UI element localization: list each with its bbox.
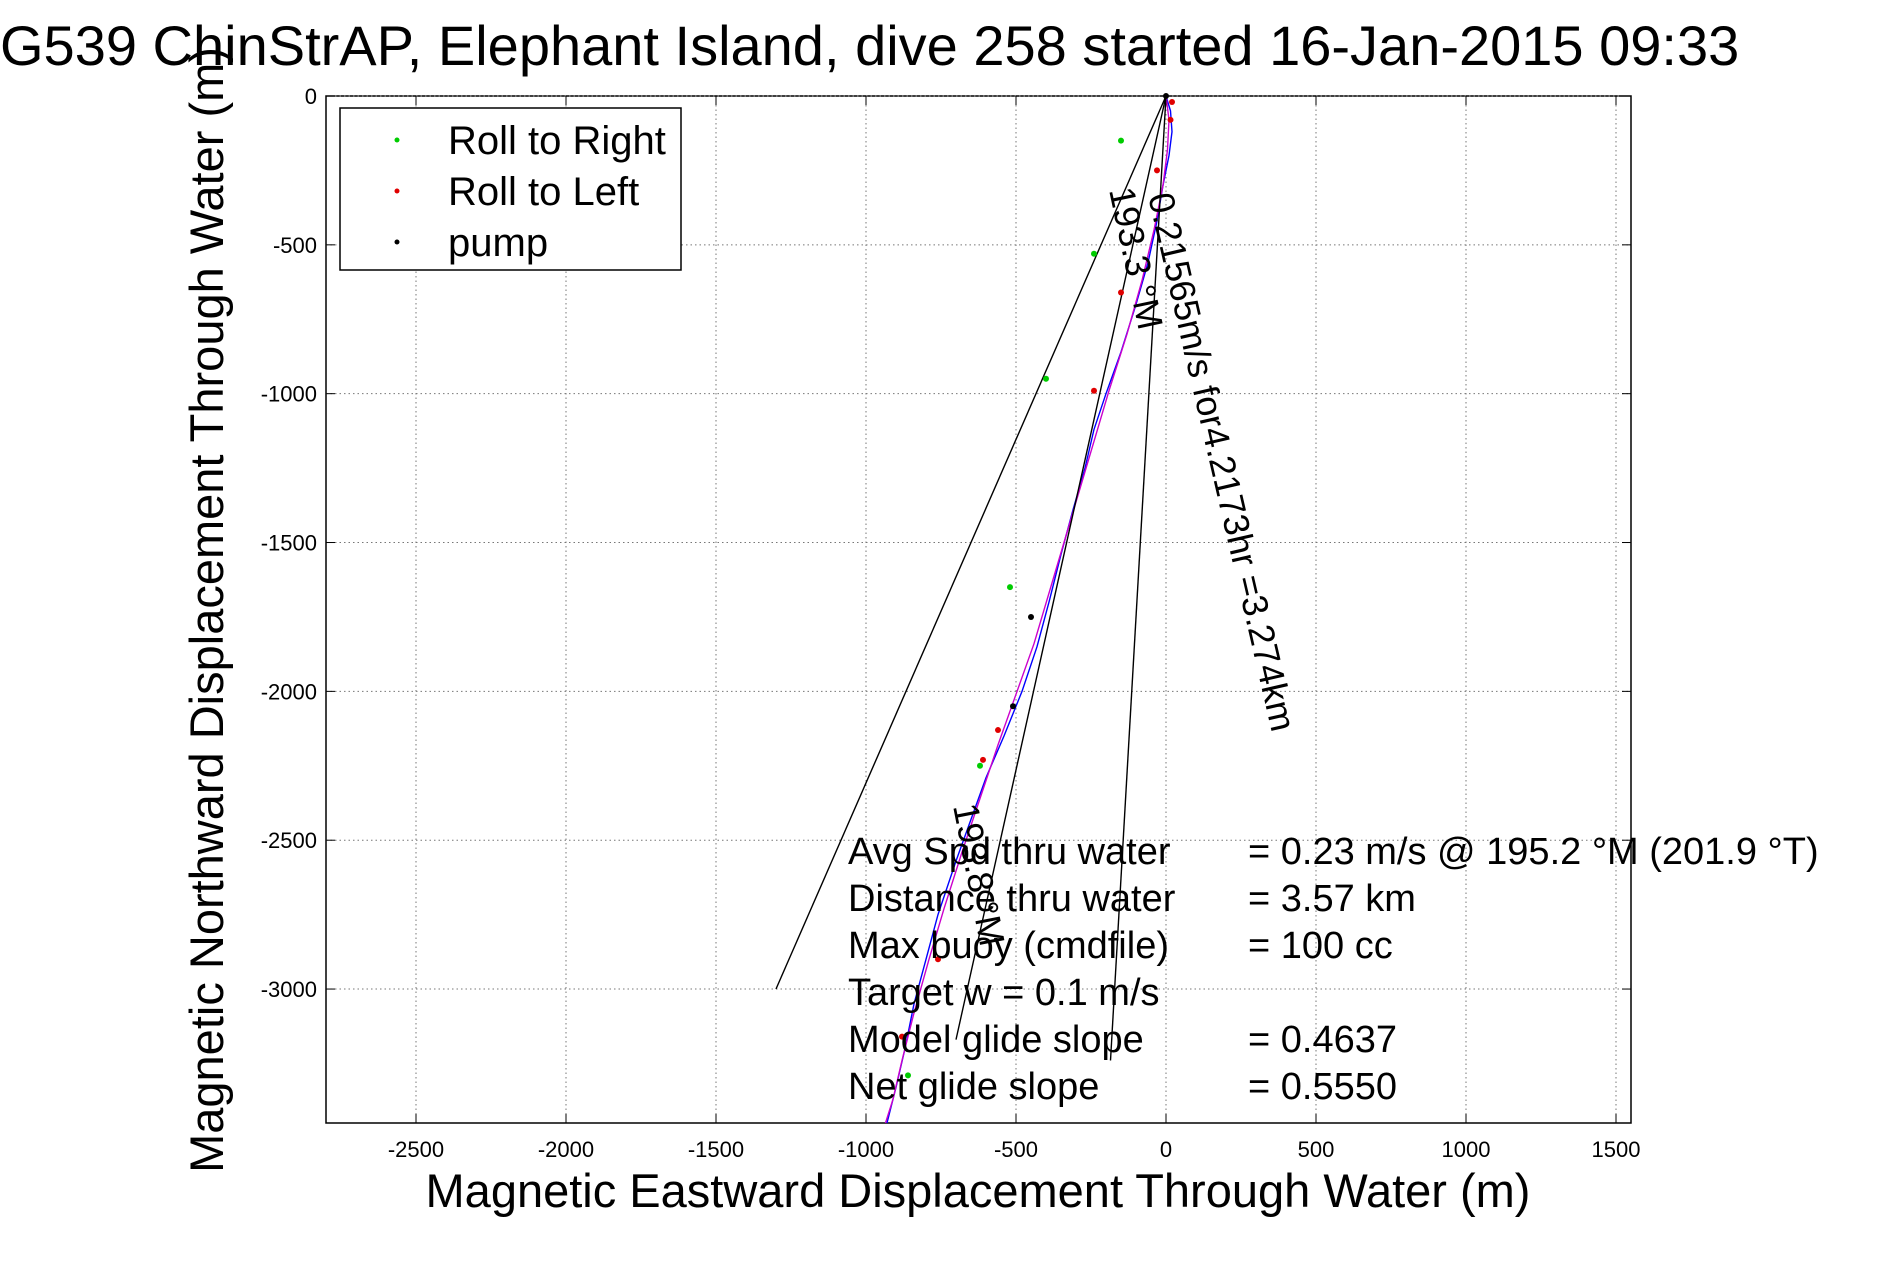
x-tick-label: 1500 [1592, 1137, 1641, 1162]
summary-label: Model glide slope [848, 1019, 1144, 1061]
roll-left-marker [995, 727, 1001, 734]
pump-marker [1163, 93, 1169, 99]
summary-label: Target w = 0.1 m/s [848, 972, 1160, 1014]
series-line-2 [775, 95, 1167, 990]
roll-left-marker [935, 956, 941, 963]
legend-label-roll-left: Roll to Left [448, 170, 639, 214]
roll-left-marker [1091, 387, 1097, 394]
y-tick-labels: 0 -500 -1000 -1500 -2000 -2500 -3000 [261, 84, 317, 1002]
legend-marker-roll-right [394, 137, 400, 143]
pump-marker [1010, 703, 1016, 710]
grid [326, 95, 1631, 1123]
y-axis-label: Magnetic Northward Displacement Through … [180, 47, 233, 1173]
x-axis-label: Magnetic Eastward Displacement Through W… [426, 1164, 1531, 1217]
x-tick-label: -1500 [688, 1137, 744, 1162]
y-tick-label: -500 [273, 233, 317, 258]
x-tick-label: -1000 [838, 1137, 894, 1162]
series-line-4 [955, 95, 1167, 1040]
legend: Roll to Right Roll to Left pump [339, 107, 682, 271]
chart-title: G539 ChinStrAP, Elephant Island, dive 25… [0, 14, 1739, 77]
y-tick-label: -3000 [261, 977, 317, 1002]
summary-value: = 100 cc [1248, 925, 1393, 967]
roll-left-marker [980, 756, 986, 763]
summary-value: = 0.23 m/s @ 195.2 °M (201.9 °T) [1248, 831, 1819, 873]
y-tick-label: -1500 [261, 531, 317, 556]
roll-right-marker [905, 1072, 911, 1079]
summary-value: = 0.4637 [1248, 1019, 1397, 1061]
y-tick-label: -2500 [261, 828, 317, 853]
y-tick-label: -1000 [261, 382, 317, 407]
summary-value: = 3.57 km [1248, 878, 1416, 920]
roll-right-marker [1091, 250, 1097, 257]
roll-left-marker [1169, 98, 1175, 105]
roll-left-marker [1154, 167, 1160, 174]
summary-label: Distance thru water [848, 878, 1176, 920]
x-tick-label: -500 [994, 1137, 1038, 1162]
roll-right-marker [977, 762, 983, 769]
legend-marker-pump [394, 239, 400, 245]
x-tick-label: 0 [1160, 1137, 1172, 1162]
roll-left-marker [899, 1033, 905, 1040]
series-line-3 [1109, 95, 1167, 1061]
x-tick-labels: -2500 -2000 -1500 -1000 -500 0 500 1000 1500 [388, 1137, 1641, 1162]
x-tick-label: 500 [1298, 1137, 1335, 1162]
series-line-1 [884, 95, 1170, 1124]
legend-marker-roll-left [394, 188, 400, 194]
x-tick-label: -2000 [538, 1137, 594, 1162]
roll-left-marker [1167, 116, 1174, 123]
roll-right-marker [1043, 375, 1049, 382]
y-tick-label: 0 [305, 84, 317, 109]
roll-right-marker [1007, 584, 1013, 591]
legend-label-pump: pump [448, 221, 548, 265]
summary-label: Net glide slope [848, 1066, 1099, 1108]
y-tick-label: -2000 [261, 679, 317, 704]
data-markers [899, 93, 1175, 1079]
x-tick-label: 1000 [1442, 1137, 1491, 1162]
series-lines [775, 95, 1173, 1124]
roll-right-marker [1118, 137, 1124, 144]
summary-annotations: Avg Spd thru water = 0.23 m/s @ 195.2 °M… [848, 831, 1819, 1108]
pump-marker [1028, 613, 1034, 620]
summary-label: Avg Spd thru water [848, 831, 1171, 873]
summary-value: = 0.5550 [1248, 1066, 1397, 1108]
roll-left-marker [1118, 289, 1124, 296]
legend-label-roll-right: Roll to Right [448, 119, 666, 163]
x-tick-label: -2500 [388, 1137, 444, 1162]
tick-marks [326, 95, 1631, 1123]
summary-label: Max buoy (cmdfile) [848, 925, 1169, 967]
